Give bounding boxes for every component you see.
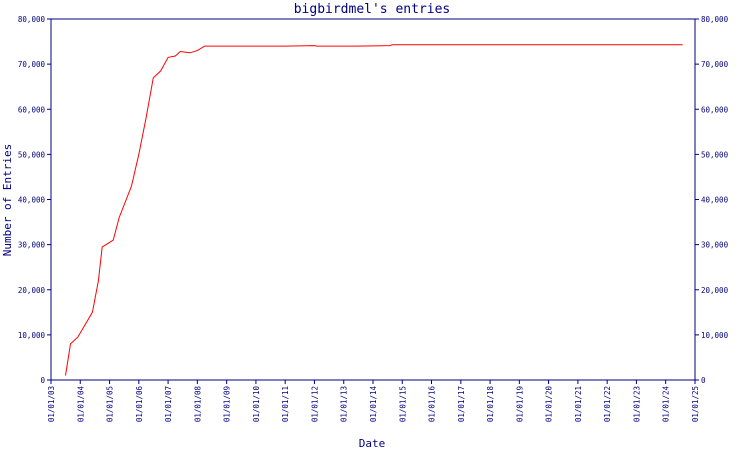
y-tick-label-right: 60,000 [701,105,729,114]
x-tick-label: 01/01/05 [106,386,115,422]
x-tick-label: 01/01/16 [428,386,437,423]
y-axis-label: Number of Entries [1,144,14,257]
x-tick-label: 01/01/11 [281,386,290,422]
y-tick-label-left: 80,000 [18,15,46,24]
x-tick-label: 01/01/24 [662,386,671,423]
x-tick-label: 01/01/12 [310,386,319,422]
x-tick-label: 01/01/22 [603,386,612,422]
series-line [65,44,683,376]
axes [50,18,696,381]
y-ticks-right: 0 10,000 20,000 30,000 40,000 50,000 60,000 70,… [695,15,729,385]
x-tick-label: 01/01/18 [486,386,495,423]
x-tick-label: 01/01/07 [164,386,173,422]
x-tick-label: 01/01/25 [691,386,700,422]
y-tick-label-left: 20,000 [18,286,46,295]
y-tick-label-right: 80,000 [701,15,729,24]
x-tick-label: 01/01/08 [193,386,202,423]
chart-title: bigbirdmel's entries [294,2,451,17]
y-tick-label-right: 70,000 [701,60,729,69]
y-tick-label-left: 70,000 [18,60,46,69]
y-ticks-left: 0 10,000 20,000 30,000 40,000 50,000 60,000 70,… [18,15,51,385]
x-tick-label: 01/01/17 [457,386,466,422]
x-tick-label: 01/01/13 [340,386,349,422]
y-tick-label-left: 0 [40,376,45,385]
y-tick-label-left: 10,000 [18,331,46,340]
x-tick-label: 01/01/14 [369,386,378,423]
y-tick-label-right: 30,000 [701,241,729,250]
x-tick-label: 01/01/23 [632,386,641,422]
plot-frame [50,18,696,381]
x-tick-label: 01/01/10 [252,386,261,423]
y-tick-label-right: 50,000 [701,150,729,159]
x-axis-label: Date [359,437,386,450]
y-tick-label-right: 20,000 [701,286,729,295]
x-tick-label: 01/01/04 [76,386,85,423]
y-tick-label-right: 0 [701,376,706,385]
y-tick-label-left: 50,000 [18,150,46,159]
x-tick-label: 01/01/19 [515,386,524,422]
x-ticks: 01/01/03 01/01/04 01/01/05 01/01/06 01/01/07… [47,380,700,422]
x-tick-label: 01/01/06 [135,386,144,423]
x-tick-label: 01/01/03 [47,386,56,422]
x-tick-label: 01/01/15 [398,386,407,422]
series-group [65,44,683,376]
y-tick-label-right: 10,000 [701,331,729,340]
y-tick-label-left: 30,000 [18,241,46,250]
x-tick-label: 01/01/21 [574,386,583,422]
x-tick-label: 01/01/09 [223,386,232,422]
x-tick-label: 01/01/20 [545,386,554,423]
y-tick-label-left: 40,000 [18,196,46,205]
y-tick-label-left: 60,000 [18,105,46,114]
y-tick-label-right: 40,000 [701,196,729,205]
